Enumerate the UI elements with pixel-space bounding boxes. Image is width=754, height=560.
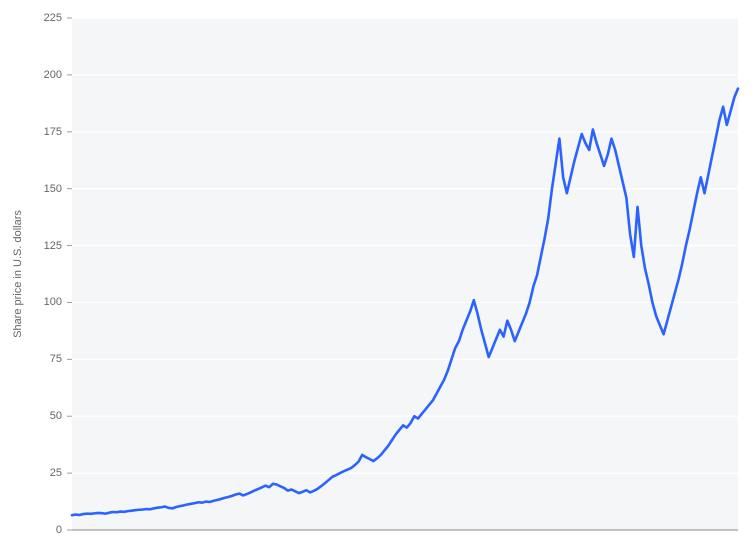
y-tick-label: 100 <box>0 296 62 308</box>
y-axis-label: Share price in U.S. dollars <box>12 210 24 338</box>
y-tick-label: 175 <box>0 126 62 138</box>
y-tick-label: 25 <box>0 467 62 479</box>
y-tick-label: 50 <box>0 410 62 422</box>
chart-frame: Share price in U.S. dollars 0 25 50 75 100 12… <box>0 0 754 560</box>
chart-svg <box>0 0 754 560</box>
y-tick-label: 225 <box>0 12 62 24</box>
y-tick-label: 200 <box>0 69 62 81</box>
y-tick-label: 0 <box>0 524 62 536</box>
y-tick-label: 125 <box>0 240 62 252</box>
y-tick-label: 75 <box>0 353 62 365</box>
y-tick-label: 150 <box>0 183 62 195</box>
